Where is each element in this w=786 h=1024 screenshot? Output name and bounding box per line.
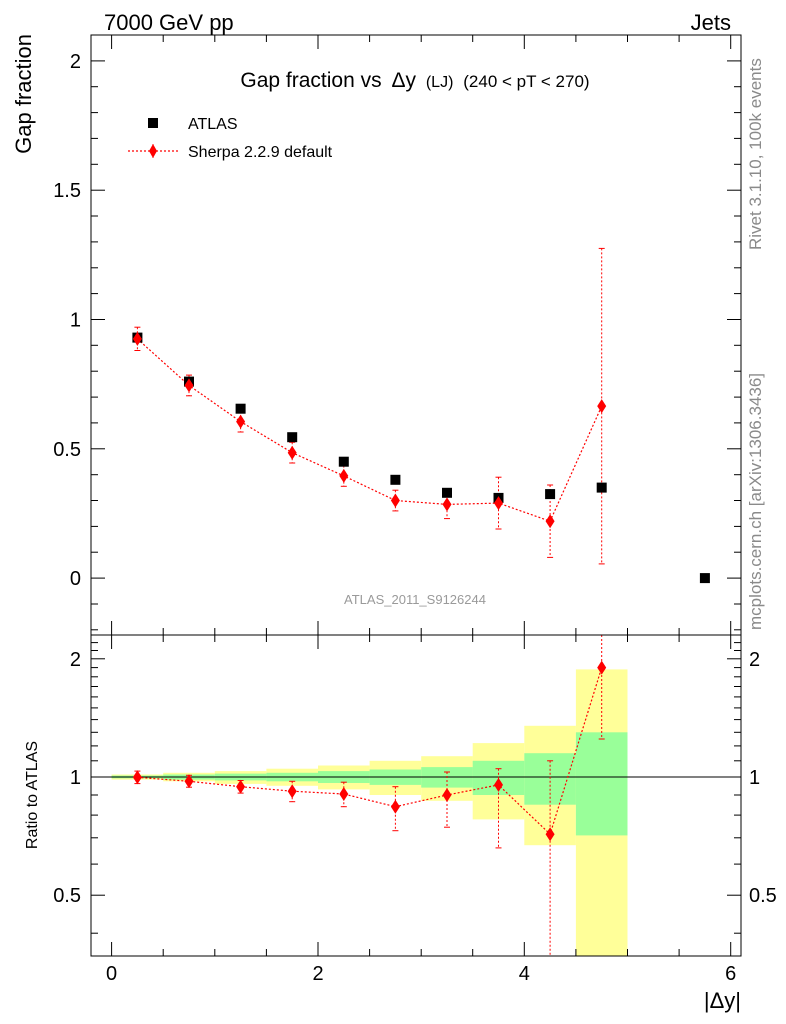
x-tick-label: 4 [519,963,530,985]
chart-title-range: (240 < pT < 270) [463,72,589,91]
ratio-sherpa-point [287,784,297,799]
atlas-point [338,456,349,467]
ratio-y-tick-label-right: 0.5 [749,885,777,907]
sherpa-point [132,331,142,346]
atlas-point [235,403,246,414]
ratio-sherpa-line [137,667,603,836]
ratio-y-ticks: 0.5 0.5 1 1 2 2 [53,642,777,934]
ratio-sherpa-point [494,777,503,792]
main-panel: 0 0.5 1 1.5 2 Gap fraction vs Δy (LJ) (240 <… [11,34,742,636]
sherpa-point [287,445,297,460]
sherpa-point [597,399,607,414]
analysis-watermark: ATLAS_2011_S9126244 [344,592,486,607]
sherpa-point [236,414,246,429]
x-axis-label: |Δy| [704,988,741,1013]
ratio-sherpa-point [390,799,400,814]
legend-atlas-marker [148,118,158,128]
ratio-y-tick-label: 0.5 [53,885,81,907]
chart-title-symbol: Δy [391,69,416,92]
ratio-sherpa-point [184,774,194,789]
ratio-sherpa-point [339,787,349,801]
legend-atlas-label: ATLAS [188,116,238,133]
sherpa-line [136,338,603,522]
main-y-tick-label: 0.5 [53,439,81,461]
ratio-green-band [575,732,628,836]
sherpa-point [442,497,452,512]
ratio-frame [90,634,742,957]
chart-title-sub: (LJ) [426,74,454,91]
atlas-point [545,489,556,500]
sherpa-point [390,493,400,508]
main-y-tick-label: 0 [70,568,81,590]
atlas-point [287,432,298,443]
atlas-point [390,474,401,485]
atlas-point [596,482,607,493]
ratio-plot-content [91,634,741,957]
ratio-y-tick-label-right: 2 [749,649,760,671]
legend: ATLAS Sherpa 2.2.9 default [128,116,333,161]
atlas-point [442,487,452,498]
ratio-y-tick-label: 1 [70,767,81,789]
header-left: 7000 GeV pp [104,10,234,35]
rivet-label: Rivet 3.1.10, 100k events [746,58,765,250]
x-tick-label: 2 [312,963,323,985]
main-plot-content [132,247,710,584]
x-tick-label: 6 [725,963,736,985]
ratio-sherpa-point [442,788,452,802]
legend-sherpa-label: Sherpa 2.2.9 default [188,144,333,161]
sherpa-point [494,496,503,511]
main-y-tick-label: 1.5 [53,180,81,202]
main-y-label: Gap fraction [11,34,36,154]
ratio-y-label: Ratio to ATLAS [24,741,41,849]
chart-title: Gap fraction vs Δy (LJ) (240 < pT < 270) [240,69,589,92]
legend-sherpa-marker [149,144,157,158]
ratio-sherpa-point [597,660,607,675]
main-y-ticks: 0 0.5 1 1.5 2 [53,35,741,635]
mcplots-label: mcplots.cern.ch [arXiv:1306.3436] [746,373,765,630]
main-y-tick-label: 2 [70,51,81,73]
ratio-sherpa-point [236,779,246,794]
chart-title-main: Gap fraction vs [240,69,381,92]
sherpa-point [545,514,555,529]
sherpa-point [184,378,194,393]
ratio-sherpa-point [545,827,555,842]
ratio-sherpa-point [132,770,142,785]
atlas-point [699,573,710,584]
main-y-tick-label: 1 [70,310,81,332]
ratio-panel: 0.5 0.5 1 1 2 2 0 2 4 6 Ratio to ATLAS |Δy| [24,634,777,1013]
header-right: Jets [691,10,731,35]
x-tick-label: 0 [106,963,117,985]
sherpa-point [339,468,349,483]
ratio-y-tick-label-right: 1 [749,767,760,789]
ratio-y-tick-label: 2 [70,649,81,671]
x-axis-ticks: 0 2 4 6 [106,635,736,985]
